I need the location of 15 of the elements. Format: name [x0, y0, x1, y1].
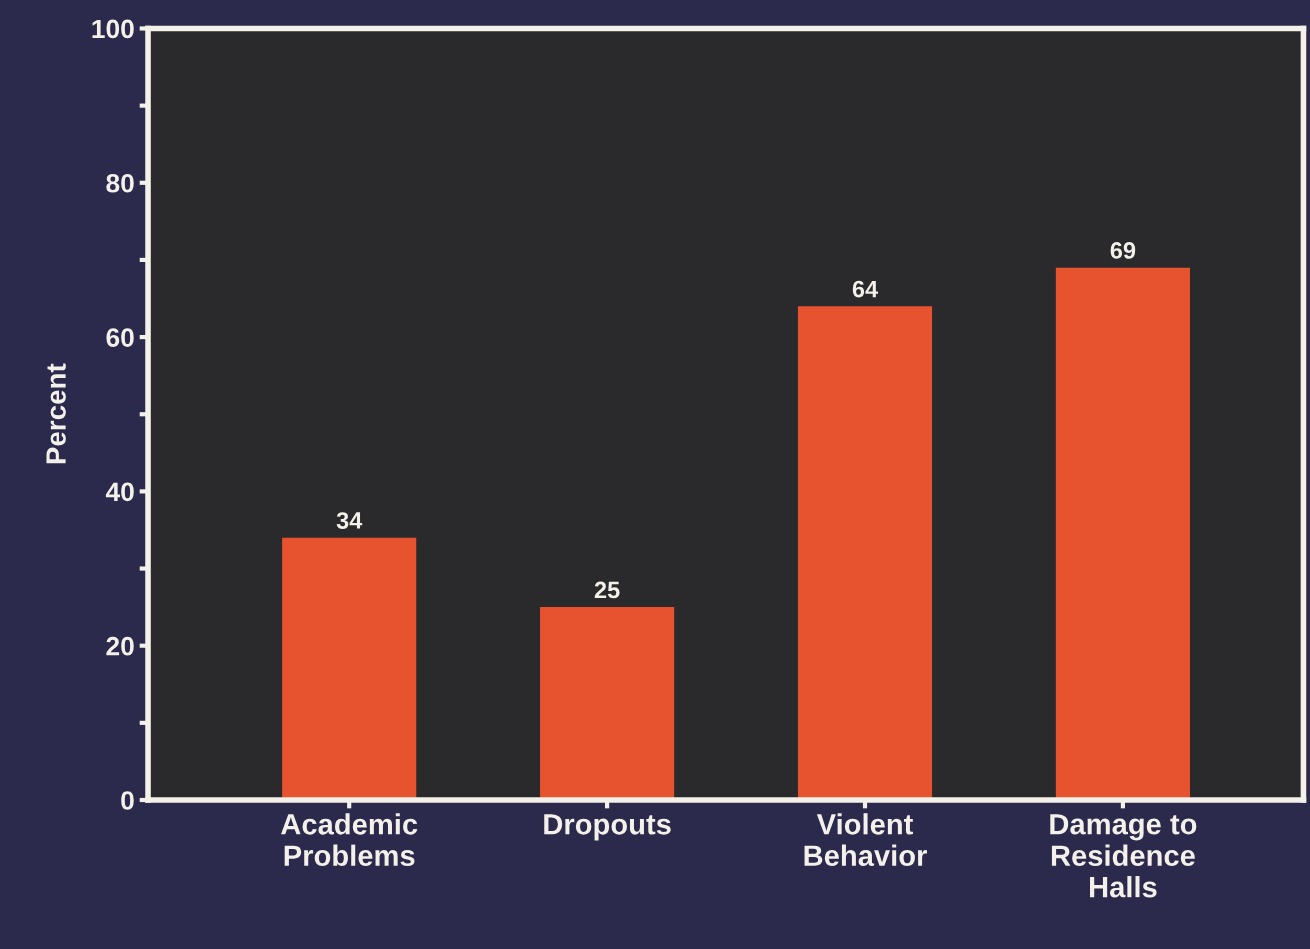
y-tick-label: 100 — [92, 19, 134, 39]
data-label: 69 — [1110, 242, 1136, 259]
x-tick-label: Damage to Residence Halls — [1050, 814, 1197, 898]
y-tick-label: 20 — [106, 636, 134, 656]
y-tick-label: 60 — [106, 328, 134, 347]
y-axis-title: Percent — [46, 363, 66, 464]
data-label: 34 — [336, 512, 363, 529]
y-tick-label: 0 — [121, 791, 134, 810]
y-tick-label: 40 — [105, 482, 134, 502]
y-tick-label: 80 — [106, 173, 134, 193]
x-tick-label: Academic Problems — [281, 813, 418, 867]
x-tick-label: Dropouts — [544, 814, 671, 841]
data-label: 64 — [852, 280, 879, 298]
data-label: 25 — [594, 581, 620, 599]
x-tick-label: Violent Behavior — [804, 813, 927, 867]
